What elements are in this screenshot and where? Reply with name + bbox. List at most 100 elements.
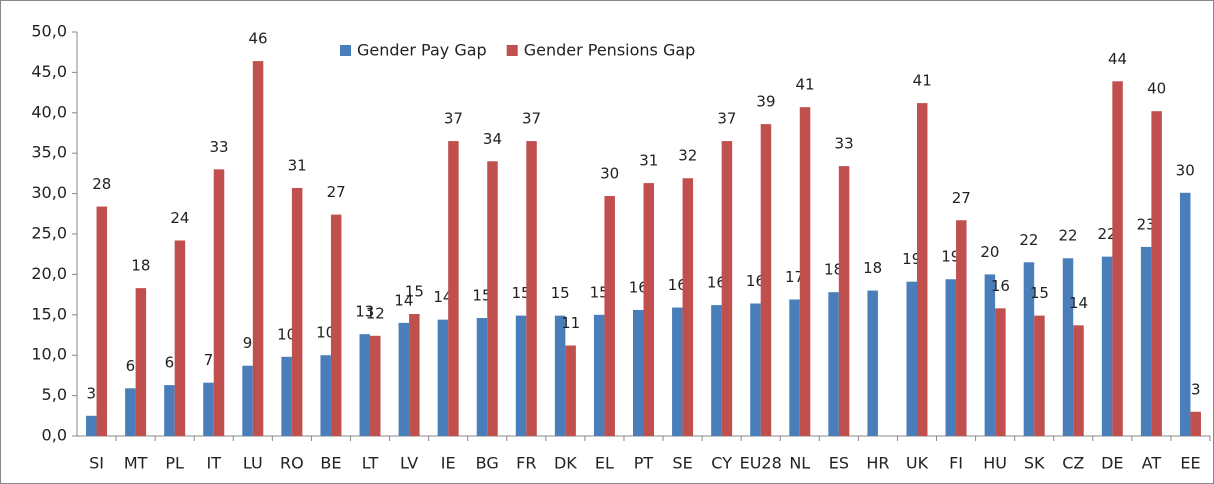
bar [984,274,996,436]
data-label: 18 [824,261,843,279]
bar [721,141,733,436]
data-label: 34 [483,130,502,148]
bar [174,240,186,436]
data-label: 27 [952,189,971,207]
bar [135,288,147,436]
data-label: 24 [170,209,189,227]
bar [252,61,264,436]
bar [828,292,839,436]
data-label: 16 [707,274,726,292]
x-tick-label: DE [1101,454,1123,473]
legend-label: Gender Pay Gap [357,41,487,60]
data-label: 15 [405,282,424,300]
bar [487,161,498,436]
bar [96,206,108,436]
data-label: 22 [1019,231,1038,249]
x-tick-label: PT [634,454,654,473]
data-label: 14 [394,291,413,309]
x-tick-label: FI [949,454,963,473]
data-label: 14 [1069,294,1088,312]
bar [789,299,800,436]
data-label: 40 [1147,80,1166,98]
data-label: 18 [863,259,882,277]
data-label: 16 [629,278,648,296]
bar [956,220,967,436]
bar [213,169,225,437]
bar [593,314,605,436]
bar [1112,81,1123,437]
data-label: 41 [795,76,814,94]
y-tick-label: 0,0 [42,426,67,445]
bar [86,415,97,436]
bar [1034,315,1045,436]
x-tick-label: HU [983,454,1007,473]
x-tick-label: CZ [1062,454,1084,473]
bar [291,187,303,436]
bar [945,279,957,436]
bar [633,309,644,436]
bar [906,281,917,436]
bar [437,319,449,436]
bar [1190,411,1201,436]
data-label: 28 [92,175,111,193]
data-label: 15 [472,287,491,305]
bar [1151,111,1162,437]
data-label: 37 [522,110,541,128]
x-tick-label: DK [554,454,577,473]
bar [1101,256,1113,436]
x-tick-label: EE [1180,454,1200,473]
data-label: 46 [249,30,268,48]
data-label: 37 [717,110,736,128]
data-label: 11 [561,314,580,332]
bar [604,196,615,436]
data-label: 41 [913,72,932,90]
data-label: 12 [366,304,385,322]
data-label: 31 [288,156,307,174]
bar [281,356,292,436]
data-label: 33 [835,135,854,153]
bar [711,305,722,436]
bar [799,107,811,437]
bar [838,166,850,437]
data-label: 10 [316,324,335,342]
data-label: 6 [165,354,175,372]
y-tick-label: 10,0 [31,345,67,364]
x-tick-label: IE [441,454,456,473]
bar [1062,258,1074,436]
data-label: 9 [243,334,253,352]
data-label: 16 [746,272,765,290]
y-tick-label: 20,0 [31,264,67,283]
legend-label: Gender Pensions Gap [524,41,696,60]
data-label: 17 [785,268,804,286]
x-tick-label: SE [672,454,692,473]
x-tick-label: RO [280,454,304,473]
x-tick-label: HR [866,454,889,473]
y-tick-label: 45,0 [31,62,67,81]
bar [1140,246,1152,436]
bar [867,290,878,436]
bar [125,388,136,436]
x-tick-label: EU28 [740,454,782,473]
data-label: 18 [131,257,150,275]
data-label: 37 [444,110,463,128]
bar [242,365,253,436]
x-tick-label: LV [400,454,418,473]
x-tick-label: EL [595,454,614,473]
bar [398,322,410,436]
data-label: 14 [433,288,452,306]
data-label: 3 [87,384,97,402]
x-tick-label: BE [320,454,341,473]
data-label: 30 [600,165,619,183]
bar [554,315,566,436]
data-label: 15 [511,284,530,302]
bar [164,385,175,436]
data-label: 27 [327,183,346,201]
data-label: 22 [1098,225,1117,243]
data-label: 22 [1058,227,1077,245]
bar [370,335,381,436]
x-tick-label: CY [711,454,732,473]
data-label: 19 [902,250,921,268]
data-label: 16 [991,277,1010,295]
data-label: 30 [1176,161,1195,179]
data-label: 23 [1137,215,1156,233]
